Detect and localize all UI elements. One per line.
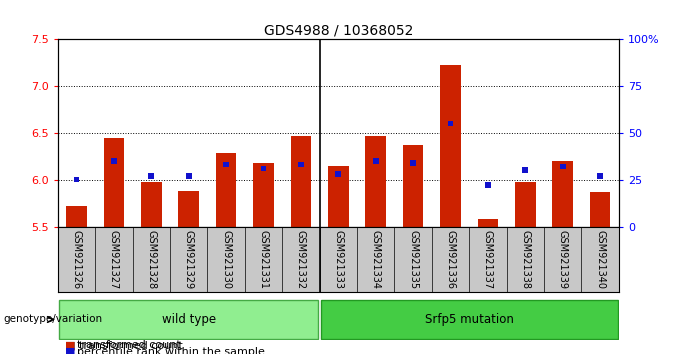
Bar — [260, 166, 267, 171]
Text: GSM921336: GSM921336 — [445, 230, 456, 289]
Bar — [253, 163, 274, 227]
Bar — [66, 206, 87, 227]
Text: GSM921334: GSM921334 — [371, 230, 381, 289]
Bar — [111, 158, 117, 164]
Bar — [223, 162, 229, 167]
Text: GSM921338: GSM921338 — [520, 230, 530, 289]
Bar — [552, 161, 573, 227]
Bar — [365, 136, 386, 227]
Text: Srfp5 mutation: Srfp5 mutation — [425, 313, 513, 326]
Text: GSM921335: GSM921335 — [408, 230, 418, 289]
Bar — [410, 160, 416, 166]
Bar — [590, 192, 611, 227]
Text: wild type: wild type — [162, 313, 216, 326]
Text: GSM921330: GSM921330 — [221, 230, 231, 289]
Bar — [522, 167, 528, 173]
Bar — [597, 173, 603, 179]
Text: transformed count: transformed count — [77, 340, 181, 350]
Bar — [103, 138, 124, 227]
Bar — [335, 171, 341, 177]
Text: GSM921339: GSM921339 — [558, 230, 568, 289]
Text: GSM921329: GSM921329 — [184, 230, 194, 289]
Text: GSM921340: GSM921340 — [595, 230, 605, 289]
Text: ■ transformed count: ■ transformed count — [65, 340, 182, 350]
Text: GSM921333: GSM921333 — [333, 230, 343, 289]
Text: genotype/variation: genotype/variation — [3, 314, 103, 325]
Bar — [447, 121, 454, 126]
Bar — [440, 65, 461, 227]
Bar — [485, 182, 491, 188]
Bar — [186, 173, 192, 179]
Bar — [477, 219, 498, 227]
Text: GSM921328: GSM921328 — [146, 230, 156, 289]
Text: GSM921327: GSM921327 — [109, 230, 119, 289]
Bar — [373, 158, 379, 164]
Text: percentile rank within the sample: percentile rank within the sample — [77, 347, 265, 354]
Bar — [515, 182, 536, 227]
Text: GSM921331: GSM921331 — [258, 230, 269, 289]
Bar — [59, 300, 318, 339]
Bar — [298, 162, 304, 167]
Bar — [328, 166, 349, 227]
Bar — [216, 153, 237, 227]
Bar — [178, 191, 199, 227]
Bar — [321, 300, 617, 339]
Bar — [73, 177, 80, 182]
Bar — [148, 173, 154, 179]
Text: GSM921326: GSM921326 — [71, 230, 82, 289]
Text: GSM921337: GSM921337 — [483, 230, 493, 289]
Bar — [290, 136, 311, 227]
Bar — [141, 182, 162, 227]
Text: ■: ■ — [65, 347, 75, 354]
Text: ■: ■ — [65, 340, 75, 350]
Bar — [560, 164, 566, 169]
Text: GSM921332: GSM921332 — [296, 230, 306, 289]
Bar — [403, 145, 424, 227]
Title: GDS4988 / 10368052: GDS4988 / 10368052 — [264, 24, 413, 38]
